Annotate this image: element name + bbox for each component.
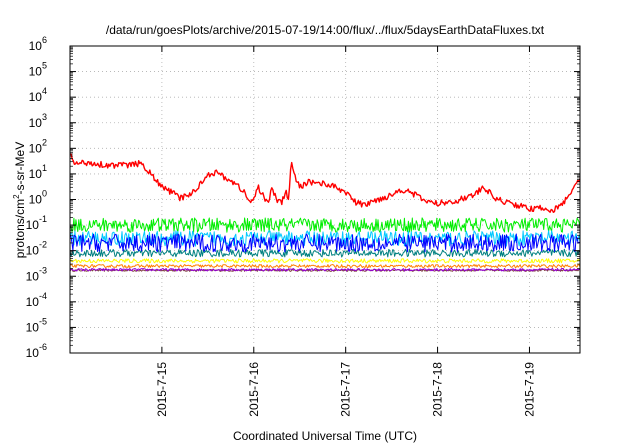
y-axis-ticks: 10-6 10-5 10-4 10-3 10-2 10-1 100 101 102 103 104 1… <box>26 35 580 360</box>
y-tick-label: 10-1 <box>26 214 47 232</box>
x-tick-label: 2015-7-18 <box>431 362 445 417</box>
y-axis-label-text: protons/cm <box>13 199 27 258</box>
y-tick-label: 100 <box>29 189 47 207</box>
grid-lines <box>70 46 580 353</box>
y-tick-label: 10-6 <box>26 342 47 360</box>
y-tick-label: 106 <box>29 35 47 53</box>
y-tick-label: 105 <box>29 61 47 79</box>
x-tick-label: 2015-7-19 <box>522 362 536 417</box>
x-tick-label: 2015-7-17 <box>339 362 353 417</box>
y-axis-label-superscript: 2 <box>12 194 21 199</box>
series-layer <box>69 153 581 272</box>
x-tick-label: 2015-7-15 <box>155 362 169 417</box>
series-line <box>69 248 581 258</box>
y-axis-label-text-rest: -s-sr-MeV <box>13 142 27 195</box>
x-tick-label: 2015-7-16 <box>247 362 261 417</box>
series-line <box>69 217 581 233</box>
series-line <box>69 233 581 253</box>
y-tick-label: 103 <box>29 112 47 130</box>
y-tick-label: 10-4 <box>26 291 47 309</box>
y-tick-label: 101 <box>29 163 47 181</box>
x-axis-ticks: 2015-7-15 2015-7-16 2015-7-17 2015-7-18 2015… <box>155 46 536 417</box>
series-line <box>69 264 581 269</box>
series-line <box>69 230 581 247</box>
y-tick-label: 102 <box>29 137 47 155</box>
series-line <box>69 153 581 213</box>
y-tick-label: 10-3 <box>26 265 47 283</box>
y-tick-label: 10-2 <box>26 240 47 258</box>
series-line <box>69 258 581 264</box>
chart-title: /data/run/goesPlots/archive/2015-07-19/1… <box>106 23 545 37</box>
y-axis-label: protons/cm2-s-sr-MeV <box>12 142 27 258</box>
y-tick-label: 10-5 <box>26 316 47 334</box>
x-axis-label: Coordinated Universal Time (UTC) <box>233 429 417 443</box>
series-line <box>69 267 581 272</box>
y-tick-label: 104 <box>29 86 47 104</box>
